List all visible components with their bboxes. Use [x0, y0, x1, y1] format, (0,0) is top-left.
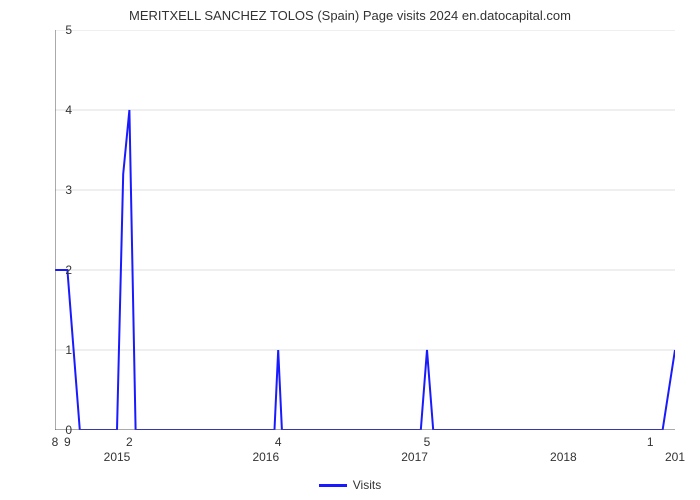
- x-year-label: 201: [665, 450, 685, 464]
- x-year-label: 2017: [401, 450, 428, 464]
- x-tick-label: 1: [647, 435, 654, 449]
- y-tick-label: 2: [65, 263, 72, 277]
- x-tick-label: 2: [126, 435, 133, 449]
- x-tick-label: 5: [424, 435, 431, 449]
- legend-swatch: [319, 484, 347, 487]
- x-year-label: 2016: [252, 450, 279, 464]
- x-year-label: 2018: [550, 450, 577, 464]
- legend-label: Visits: [353, 478, 381, 492]
- chart-plot: [55, 30, 675, 430]
- x-tick-label: 4: [275, 435, 282, 449]
- chart-title: MERITXELL SANCHEZ TOLOS (Spain) Page vis…: [0, 8, 700, 23]
- x-year-label: 2015: [104, 450, 131, 464]
- visits-chart: MERITXELL SANCHEZ TOLOS (Spain) Page vis…: [0, 0, 700, 500]
- x-tick-label: 8: [52, 435, 59, 449]
- chart-legend: Visits: [0, 477, 700, 492]
- y-tick-label: 5: [65, 23, 72, 37]
- y-tick-label: 3: [65, 183, 72, 197]
- x-tick-label: 9: [64, 435, 71, 449]
- y-tick-label: 4: [65, 103, 72, 117]
- y-tick-label: 1: [65, 343, 72, 357]
